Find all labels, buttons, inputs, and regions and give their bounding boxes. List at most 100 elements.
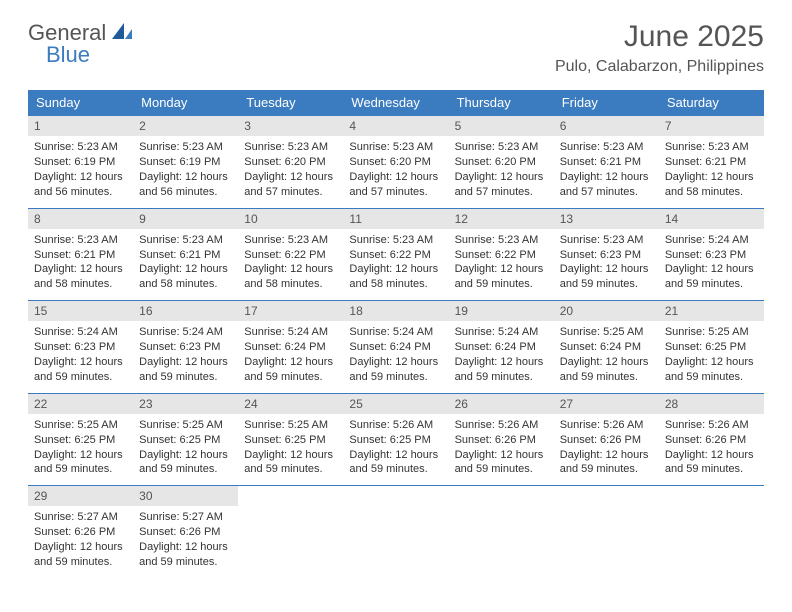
- sunset-line: Sunset: 6:24 PM: [560, 340, 653, 355]
- calendar-cell: 19Sunrise: 5:24 AMSunset: 6:24 PMDayligh…: [449, 300, 554, 393]
- calendar-cell: 23Sunrise: 5:25 AMSunset: 6:25 PMDayligh…: [133, 393, 238, 486]
- sunset-line: Sunset: 6:23 PM: [139, 340, 232, 355]
- day-body: Sunrise: 5:26 AMSunset: 6:26 PMDaylight:…: [449, 414, 554, 485]
- day-number: 23: [133, 394, 238, 414]
- sunrise-line: Sunrise: 5:27 AM: [34, 510, 127, 525]
- sunrise-line: Sunrise: 5:25 AM: [560, 325, 653, 340]
- day-number: 24: [238, 394, 343, 414]
- sunset-line: Sunset: 6:26 PM: [665, 433, 758, 448]
- calendar-cell: 26Sunrise: 5:26 AMSunset: 6:26 PMDayligh…: [449, 393, 554, 486]
- daylight-line: Daylight: 12 hours and 59 minutes.: [349, 355, 442, 385]
- day-number: 30: [133, 486, 238, 506]
- calendar-cell: 16Sunrise: 5:24 AMSunset: 6:23 PMDayligh…: [133, 300, 238, 393]
- calendar-cell: 15Sunrise: 5:24 AMSunset: 6:23 PMDayligh…: [28, 300, 133, 393]
- daylight-line: Daylight: 12 hours and 59 minutes.: [665, 355, 758, 385]
- calendar-cell: 1Sunrise: 5:23 AMSunset: 6:19 PMDaylight…: [28, 115, 133, 208]
- sunset-line: Sunset: 6:19 PM: [139, 155, 232, 170]
- day-number: 28: [659, 394, 764, 414]
- sunset-line: Sunset: 6:22 PM: [244, 248, 337, 263]
- day-number: 8: [28, 209, 133, 229]
- day-body: Sunrise: 5:25 AMSunset: 6:24 PMDaylight:…: [554, 321, 659, 392]
- daylight-line: Daylight: 12 hours and 59 minutes.: [560, 355, 653, 385]
- day-number: 25: [343, 394, 448, 414]
- weekday-header: Thursday: [449, 90, 554, 115]
- calendar-cell: 4Sunrise: 5:23 AMSunset: 6:20 PMDaylight…: [343, 115, 448, 208]
- weekday-header: Saturday: [659, 90, 764, 115]
- daylight-line: Daylight: 12 hours and 56 minutes.: [34, 170, 127, 200]
- calendar-cell: 17Sunrise: 5:24 AMSunset: 6:24 PMDayligh…: [238, 300, 343, 393]
- day-body: Sunrise: 5:26 AMSunset: 6:25 PMDaylight:…: [343, 414, 448, 485]
- day-number: 22: [28, 394, 133, 414]
- sunrise-line: Sunrise: 5:23 AM: [349, 233, 442, 248]
- day-body: Sunrise: 5:23 AMSunset: 6:22 PMDaylight:…: [238, 229, 343, 300]
- sunrise-line: Sunrise: 5:24 AM: [665, 233, 758, 248]
- page: General Blue June 2025 Pulo, Calabarzon,…: [0, 0, 792, 598]
- day-body: Sunrise: 5:26 AMSunset: 6:26 PMDaylight:…: [554, 414, 659, 485]
- daylight-line: Daylight: 12 hours and 59 minutes.: [665, 448, 758, 478]
- calendar-cell: ..: [343, 485, 448, 578]
- day-body: Sunrise: 5:24 AMSunset: 6:24 PMDaylight:…: [238, 321, 343, 392]
- sunrise-line: Sunrise: 5:23 AM: [455, 140, 548, 155]
- sunrise-line: Sunrise: 5:23 AM: [244, 233, 337, 248]
- day-body: Sunrise: 5:24 AMSunset: 6:23 PMDaylight:…: [659, 229, 764, 300]
- day-number: 14: [659, 209, 764, 229]
- day-body: Sunrise: 5:25 AMSunset: 6:25 PMDaylight:…: [238, 414, 343, 485]
- sunrise-line: Sunrise: 5:24 AM: [139, 325, 232, 340]
- sunrise-line: Sunrise: 5:23 AM: [560, 140, 653, 155]
- sunrise-line: Sunrise: 5:25 AM: [34, 418, 127, 433]
- calendar-cell: 2Sunrise: 5:23 AMSunset: 6:19 PMDaylight…: [133, 115, 238, 208]
- daylight-line: Daylight: 12 hours and 59 minutes.: [139, 540, 232, 570]
- sunset-line: Sunset: 6:20 PM: [455, 155, 548, 170]
- daylight-line: Daylight: 12 hours and 59 minutes.: [455, 262, 548, 292]
- sunset-line: Sunset: 6:25 PM: [34, 433, 127, 448]
- day-body: Sunrise: 5:23 AMSunset: 6:22 PMDaylight:…: [343, 229, 448, 300]
- daylight-line: Daylight: 12 hours and 57 minutes.: [455, 170, 548, 200]
- logo: General Blue: [28, 20, 136, 46]
- daylight-line: Daylight: 12 hours and 58 minutes.: [139, 262, 232, 292]
- sunrise-line: Sunrise: 5:23 AM: [349, 140, 442, 155]
- day-body: Sunrise: 5:23 AMSunset: 6:19 PMDaylight:…: [28, 136, 133, 207]
- calendar-cell: 22Sunrise: 5:25 AMSunset: 6:25 PMDayligh…: [28, 393, 133, 486]
- day-number: 21: [659, 301, 764, 321]
- calendar-cell: ..: [238, 485, 343, 578]
- title-block: June 2025 Pulo, Calabarzon, Philippines: [555, 20, 764, 76]
- day-body: Sunrise: 5:23 AMSunset: 6:22 PMDaylight:…: [449, 229, 554, 300]
- daylight-line: Daylight: 12 hours and 59 minutes.: [244, 448, 337, 478]
- daylight-line: Daylight: 12 hours and 56 minutes.: [139, 170, 232, 200]
- day-body: Sunrise: 5:26 AMSunset: 6:26 PMDaylight:…: [659, 414, 764, 485]
- day-number: 2: [133, 116, 238, 136]
- daylight-line: Daylight: 12 hours and 58 minutes.: [34, 262, 127, 292]
- calendar-cell: 8Sunrise: 5:23 AMSunset: 6:21 PMDaylight…: [28, 208, 133, 301]
- logo-text-blue: Blue: [46, 42, 90, 68]
- calendar-cell: 11Sunrise: 5:23 AMSunset: 6:22 PMDayligh…: [343, 208, 448, 301]
- calendar-cell: 3Sunrise: 5:23 AMSunset: 6:20 PMDaylight…: [238, 115, 343, 208]
- day-body: Sunrise: 5:27 AMSunset: 6:26 PMDaylight:…: [28, 506, 133, 577]
- calendar-cell: 6Sunrise: 5:23 AMSunset: 6:21 PMDaylight…: [554, 115, 659, 208]
- sunrise-line: Sunrise: 5:26 AM: [560, 418, 653, 433]
- day-number: 19: [449, 301, 554, 321]
- day-body: Sunrise: 5:24 AMSunset: 6:24 PMDaylight:…: [343, 321, 448, 392]
- location: Pulo, Calabarzon, Philippines: [555, 58, 764, 76]
- sunset-line: Sunset: 6:26 PM: [560, 433, 653, 448]
- day-body: Sunrise: 5:24 AMSunset: 6:23 PMDaylight:…: [133, 321, 238, 392]
- daylight-line: Daylight: 12 hours and 59 minutes.: [455, 448, 548, 478]
- daylight-line: Daylight: 12 hours and 59 minutes.: [244, 355, 337, 385]
- calendar-cell: 10Sunrise: 5:23 AMSunset: 6:22 PMDayligh…: [238, 208, 343, 301]
- daylight-line: Daylight: 12 hours and 59 minutes.: [34, 355, 127, 385]
- sunset-line: Sunset: 6:20 PM: [349, 155, 442, 170]
- daylight-line: Daylight: 12 hours and 59 minutes.: [139, 355, 232, 385]
- calendar-cell: 21Sunrise: 5:25 AMSunset: 6:25 PMDayligh…: [659, 300, 764, 393]
- day-body: Sunrise: 5:25 AMSunset: 6:25 PMDaylight:…: [133, 414, 238, 485]
- calendar-cell: ..: [449, 485, 554, 578]
- day-number: 10: [238, 209, 343, 229]
- header: General Blue June 2025 Pulo, Calabarzon,…: [28, 20, 764, 76]
- day-body: Sunrise: 5:23 AMSunset: 6:23 PMDaylight:…: [554, 229, 659, 300]
- logo-sail-icon: [110, 21, 134, 46]
- sunrise-line: Sunrise: 5:27 AM: [139, 510, 232, 525]
- day-body: Sunrise: 5:24 AMSunset: 6:23 PMDaylight:…: [28, 321, 133, 392]
- day-number: 26: [449, 394, 554, 414]
- sunrise-line: Sunrise: 5:23 AM: [560, 233, 653, 248]
- sunset-line: Sunset: 6:20 PM: [244, 155, 337, 170]
- sunset-line: Sunset: 6:26 PM: [34, 525, 127, 540]
- day-body: Sunrise: 5:23 AMSunset: 6:20 PMDaylight:…: [343, 136, 448, 207]
